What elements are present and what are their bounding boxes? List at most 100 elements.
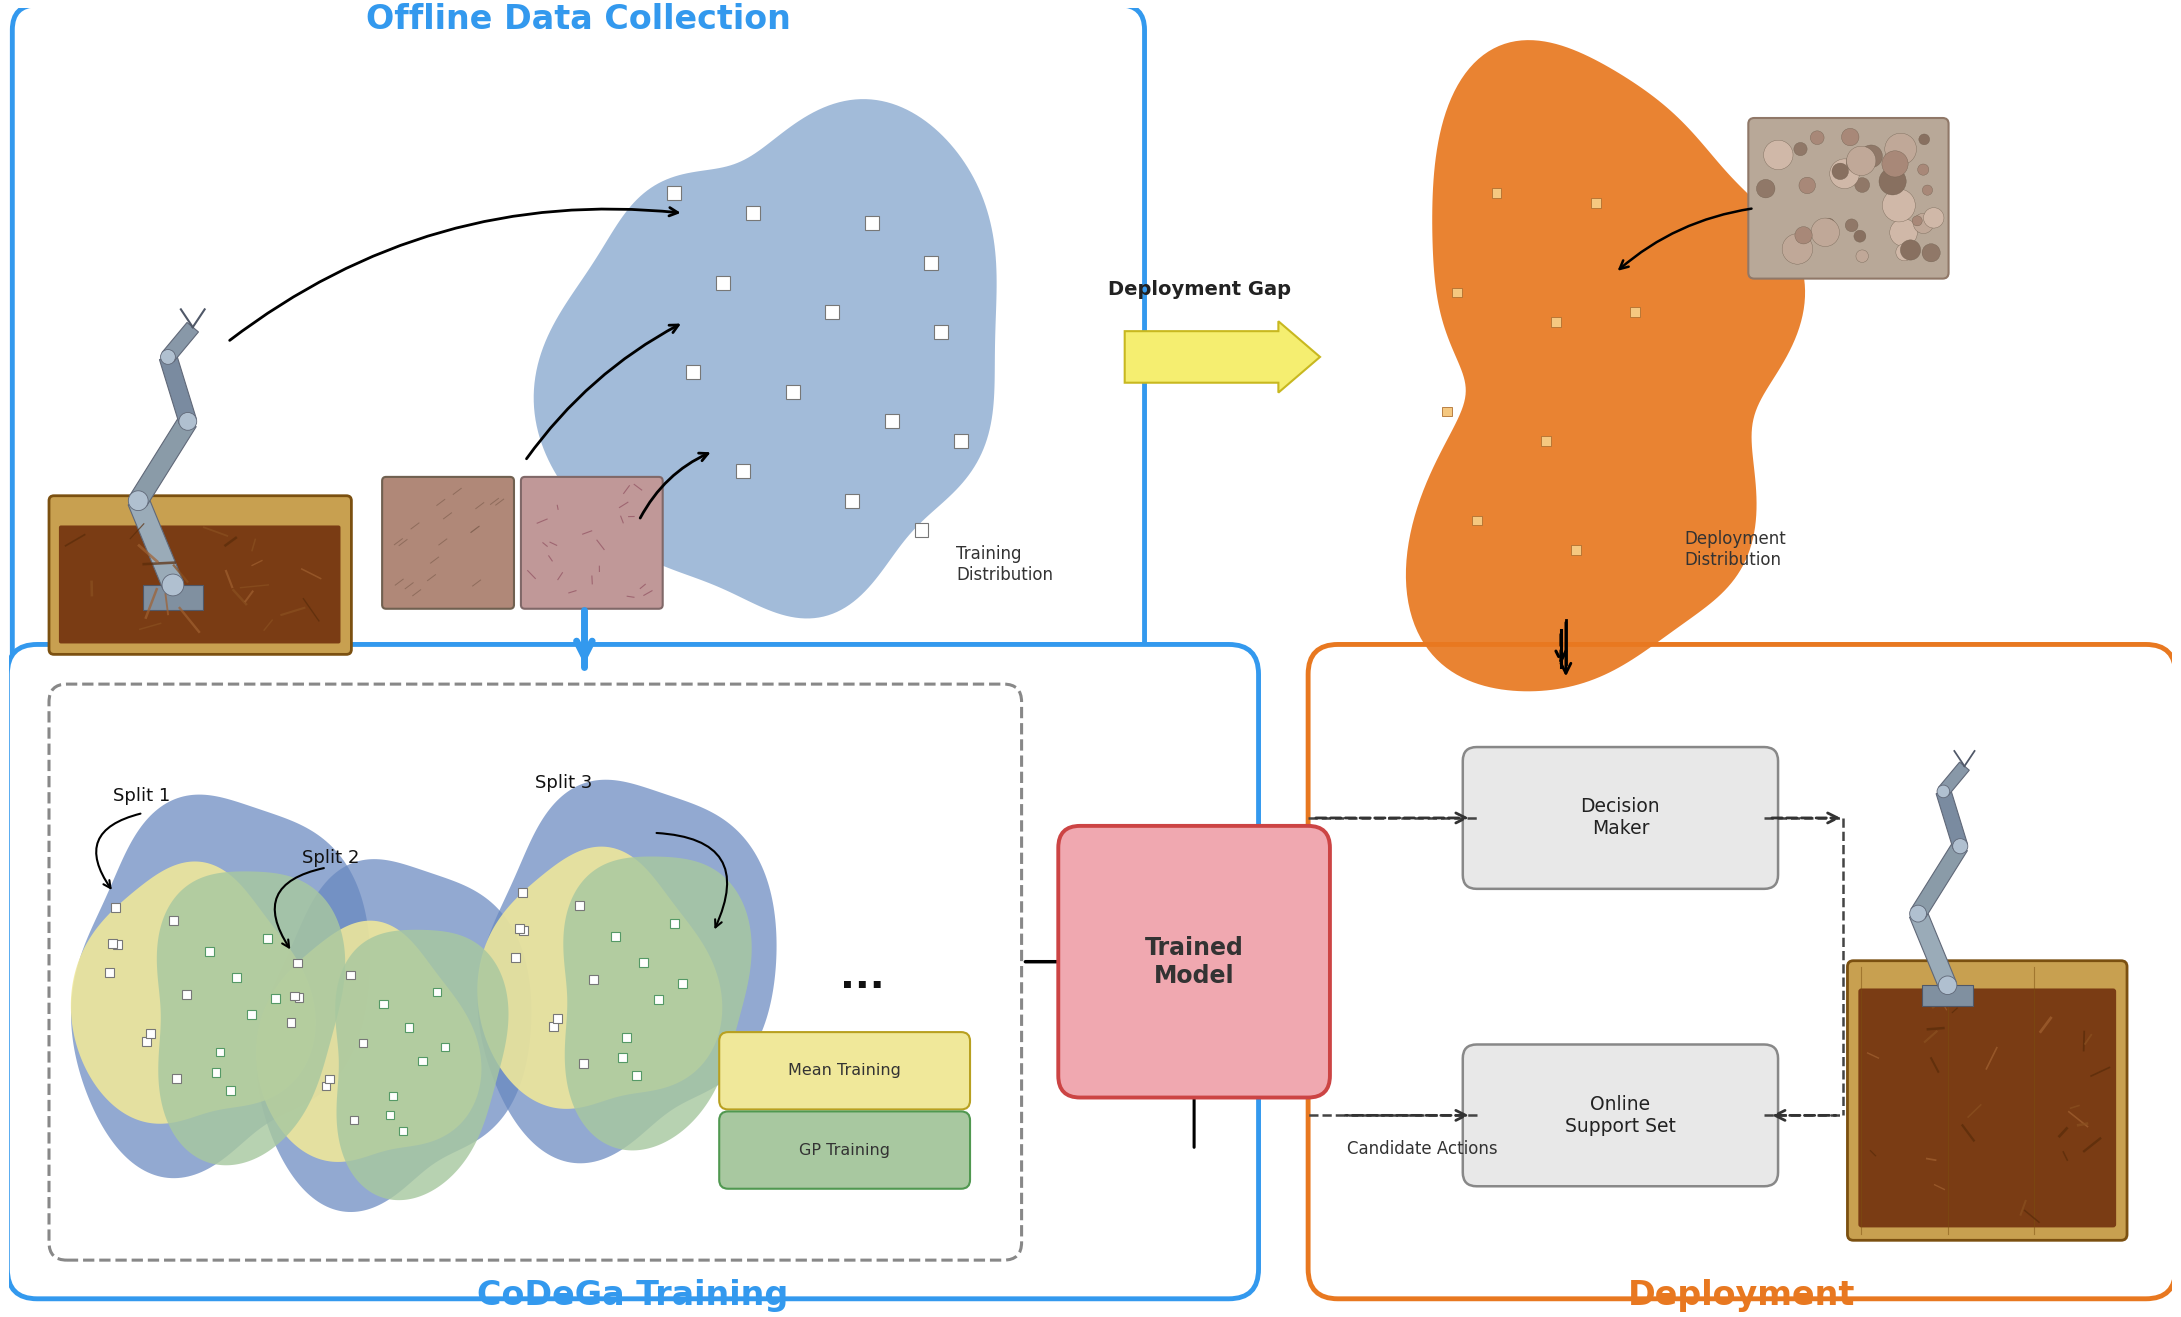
Bar [294,959,301,967]
Bar [403,1023,412,1031]
Text: Deployment
Distribution: Deployment Distribution [1686,531,1786,569]
Circle shape [1860,145,1882,167]
Bar [785,385,800,399]
Bar [1542,436,1551,446]
Circle shape [1913,216,1921,227]
FancyBboxPatch shape [382,477,515,608]
FancyBboxPatch shape [1058,826,1330,1097]
Circle shape [1847,146,1876,175]
FancyBboxPatch shape [13,5,1145,689]
Bar [1590,199,1601,208]
Polygon shape [478,780,776,1163]
Polygon shape [1407,40,1806,691]
Circle shape [1939,976,1956,994]
Bar [678,980,687,988]
Bar [347,971,356,980]
Polygon shape [255,921,482,1162]
Bar [105,968,113,977]
Text: Split 3: Split 3 [534,774,593,793]
Text: Split 1: Split 1 [113,788,170,805]
Bar [914,523,929,537]
Bar [270,994,281,1004]
Bar [687,365,700,379]
Polygon shape [1939,763,1969,795]
Text: Decision
Maker: Decision Maker [1581,798,1660,839]
Circle shape [1919,134,1930,145]
Polygon shape [144,585,203,610]
Bar [715,275,731,290]
FancyArrowPatch shape [1562,623,1570,673]
Bar [611,932,619,942]
FancyBboxPatch shape [48,495,351,655]
Circle shape [1889,219,1917,246]
Circle shape [1895,244,1913,261]
FancyArrowPatch shape [656,832,726,927]
Circle shape [1882,150,1908,176]
Polygon shape [1921,985,1974,1006]
Polygon shape [131,416,196,506]
Text: CoDeGa Training: CoDeGa Training [478,1279,790,1312]
Text: Offline Data Collection: Offline Data Collection [366,4,792,37]
Text: ...: ... [840,957,883,996]
Bar [824,306,840,319]
Polygon shape [161,323,198,362]
Bar [388,1092,397,1100]
Bar [172,1073,181,1083]
Circle shape [1810,219,1839,246]
Bar [246,1010,255,1019]
Circle shape [1900,240,1921,259]
Circle shape [1882,188,1915,223]
Bar [632,1071,641,1080]
Bar [515,925,523,932]
FancyArrow shape [1125,321,1320,392]
Polygon shape [1937,789,1967,848]
Bar [639,959,648,967]
Bar [550,1022,558,1031]
Bar [183,990,192,1000]
Bar [517,888,528,897]
Polygon shape [1911,842,1967,918]
Text: Deployment: Deployment [1629,1279,1856,1312]
Bar [419,1058,427,1065]
FancyArrowPatch shape [1620,208,1751,269]
FancyArrowPatch shape [96,814,140,888]
Circle shape [1756,179,1775,198]
Polygon shape [159,354,196,424]
Polygon shape [1911,910,1956,989]
Bar [925,255,938,270]
Circle shape [1921,184,1932,195]
Bar [1442,407,1453,416]
Text: Online
Support Set: Online Support Set [1566,1094,1675,1135]
Text: Candidate Actions: Candidate Actions [1348,1141,1498,1158]
Bar [231,973,242,982]
Circle shape [1845,219,1858,232]
Bar [510,954,519,961]
Bar [386,1110,395,1118]
Bar [670,919,678,928]
FancyArrowPatch shape [1775,1110,1836,1121]
FancyBboxPatch shape [1858,989,2116,1227]
Text: Split 2: Split 2 [301,848,360,867]
Bar [379,1000,388,1008]
Bar [885,415,899,428]
Bar [323,1081,329,1090]
Bar [953,435,968,448]
Circle shape [1841,128,1858,146]
Circle shape [1924,208,1943,228]
Text: GP Training: GP Training [798,1143,890,1158]
Text: Training
Distribution: Training Distribution [955,545,1053,585]
Circle shape [1917,165,1928,175]
Polygon shape [72,794,371,1179]
Bar [142,1036,150,1046]
Bar [844,494,859,507]
Circle shape [1830,159,1860,188]
FancyBboxPatch shape [720,1033,971,1109]
Bar [146,1029,155,1038]
Bar [358,1039,366,1047]
Bar [288,1018,294,1027]
Bar [205,947,214,956]
Bar [519,926,528,935]
Circle shape [1832,163,1849,179]
Polygon shape [478,847,722,1109]
Circle shape [1793,142,1808,155]
